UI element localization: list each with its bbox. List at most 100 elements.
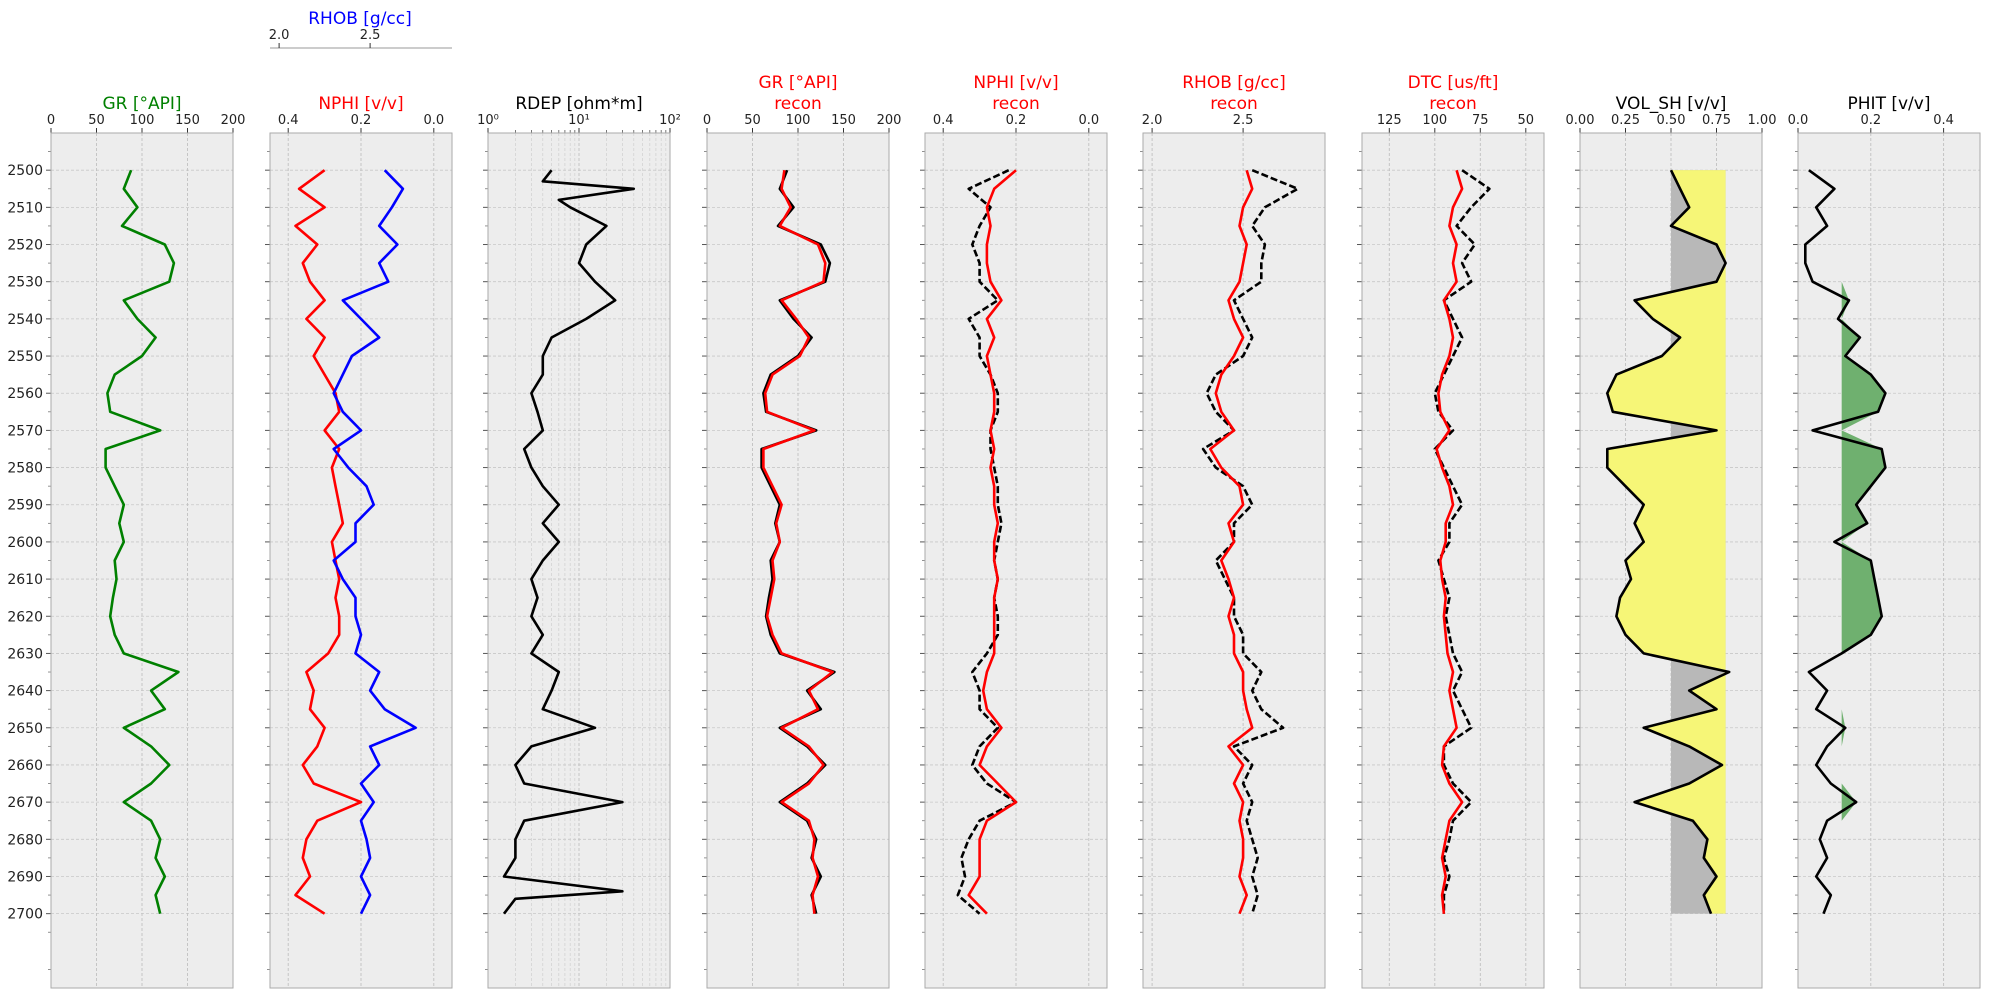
depth-tick-label: 2680 <box>7 832 43 848</box>
track-plot-area <box>1606 169 1731 915</box>
track-1: 0 50 100 150 200 GR [°API] <box>46 94 246 989</box>
x-tick-label: 0.75 <box>1702 113 1731 128</box>
x-tick-label: 0.2 <box>1006 113 1027 128</box>
depth-tick-label: 2690 <box>7 869 43 885</box>
track-plot-area <box>760 169 836 915</box>
x-tick-label: 0 <box>703 113 711 128</box>
track-frame <box>50 132 234 989</box>
depth-tick-label: 2560 <box>7 386 43 402</box>
track-subtitle: recon <box>992 94 1040 114</box>
x-tick-label: 0.0 <box>423 113 444 128</box>
track-frame <box>706 132 890 989</box>
log-curve-1 <box>1804 169 1887 915</box>
track-4: 0 50 100 150 200 GR [°API]recon <box>702 73 902 989</box>
track-5: 0.4 0.2 0.0 NPHI [v/v]recon <box>920 73 1108 989</box>
x-tick-label: 150 <box>831 113 856 128</box>
x-tick-label: 1.00 <box>1748 113 1777 128</box>
track-title: DTC [us/ft] <box>1408 73 1499 93</box>
x-tick-label: 0.4 <box>278 113 299 128</box>
log-curve-1 <box>294 169 363 915</box>
track-plot-area <box>1804 169 1887 915</box>
depth-tick-label: 2500 <box>7 163 43 179</box>
x-tick-label: 150 <box>175 113 200 128</box>
depth-tick-label: 2630 <box>7 646 43 662</box>
x-tick-label: 10² <box>659 113 681 128</box>
x-tick-label: 75 <box>1472 113 1489 128</box>
track-title: PHIT [v/v] <box>1848 94 1931 114</box>
log-curve-1 <box>502 169 636 915</box>
sand-fill <box>1607 170 1726 914</box>
x-tick-label: 0.2 <box>1860 113 1881 128</box>
log-curve-2 <box>967 169 1018 915</box>
x-tick-label: 50 <box>744 113 761 128</box>
track-title: NPHI [v/v] <box>318 94 403 114</box>
track-subtitle: recon <box>1210 94 1258 114</box>
log-curve-1 <box>1433 169 1491 914</box>
x-tick-label: 0.0 <box>1788 113 1809 128</box>
log-curve-2 <box>332 169 417 915</box>
x-tick-label: 0.50 <box>1657 113 1686 128</box>
depth-tick-label: 2610 <box>7 572 43 588</box>
x-tick-label: 0.2 <box>351 113 372 128</box>
track-background <box>1797 132 1981 989</box>
track-frame <box>1361 132 1545 989</box>
log-curve-1 <box>104 169 180 915</box>
x-tick-label: 100 <box>130 113 155 128</box>
track-subtitle: recon <box>1429 94 1477 114</box>
depth-tick-label: 2590 <box>7 498 43 514</box>
track-frame <box>487 132 671 989</box>
depth-tick-label: 2520 <box>7 238 43 254</box>
track-plot-area <box>294 169 417 915</box>
depth-tick-label: 2550 <box>7 349 43 365</box>
x-tick-label: 0.0 <box>1078 113 1099 128</box>
track-title: NPHI [v/v] <box>973 73 1058 93</box>
track-plot-area <box>104 169 180 915</box>
x-tick-label: 100 <box>1422 113 1447 128</box>
log-curve-2 <box>1209 169 1254 915</box>
secondary-tick-label: 2.5 <box>360 28 381 43</box>
depth-tick-label: 2700 <box>7 907 43 923</box>
x-tick-label: 200 <box>221 113 246 128</box>
track-frame <box>924 132 1108 989</box>
track-7: 125 100 75 50 DTC [us/ft]recon <box>1357 73 1545 989</box>
x-tick-label: 0.00 <box>1566 113 1595 128</box>
log-curve-1 <box>956 169 1018 915</box>
x-tick-label: 0.4 <box>933 113 954 128</box>
x-tick-label: 100 <box>786 113 811 128</box>
x-tick-label: 0.4 <box>1933 113 1954 128</box>
depth-tick-label: 2510 <box>7 200 43 216</box>
x-tick-label: 125 <box>1377 113 1402 128</box>
track-background <box>1142 132 1326 989</box>
x-tick-label: 0.25 <box>1611 113 1640 128</box>
x-tick-label: 2.0 <box>1142 113 1163 128</box>
x-tick-label: 200 <box>877 113 902 128</box>
x-tick-label: 50 <box>1518 113 1535 128</box>
secondary-tick-label: 2.0 <box>269 28 290 43</box>
depth-tick-label: 2530 <box>7 275 43 291</box>
depth-tick-label: 2670 <box>7 795 43 811</box>
log-curve-2 <box>1435 169 1464 914</box>
track-title: VOL_SH [v/v] <box>1616 94 1727 114</box>
log-curve-2 <box>762 170 834 914</box>
track-3: 10⁰ 10¹ 10² RDEP [ohm*m] <box>477 94 681 989</box>
depth-tick-label: 2570 <box>7 423 43 439</box>
depth-tick-label: 2620 <box>7 609 43 625</box>
track-title: RHOB [g/cc] <box>1182 73 1286 93</box>
track-frame <box>1797 132 1981 989</box>
depth-tick-label: 2600 <box>7 535 43 551</box>
secondary-axis-title: RHOB [g/cc] <box>308 9 412 29</box>
x-tick-label: 10¹ <box>568 113 590 128</box>
depth-tick-label: 2650 <box>7 721 43 737</box>
track-frame <box>1142 132 1326 989</box>
track-plot-area <box>1201 168 1299 915</box>
x-tick-label: 50 <box>88 113 105 128</box>
depth-tick-label: 2580 <box>7 461 43 477</box>
track-8: 0.00 0.25 0.50 0.75 1.00 VOL_SH [v/v] <box>1566 94 1777 989</box>
track-background <box>1361 132 1545 989</box>
depth-tick-label: 2640 <box>7 684 43 700</box>
track-plot-area <box>1433 169 1491 914</box>
log-curve-1 <box>1606 169 1731 915</box>
track-subtitle: recon <box>774 94 822 114</box>
